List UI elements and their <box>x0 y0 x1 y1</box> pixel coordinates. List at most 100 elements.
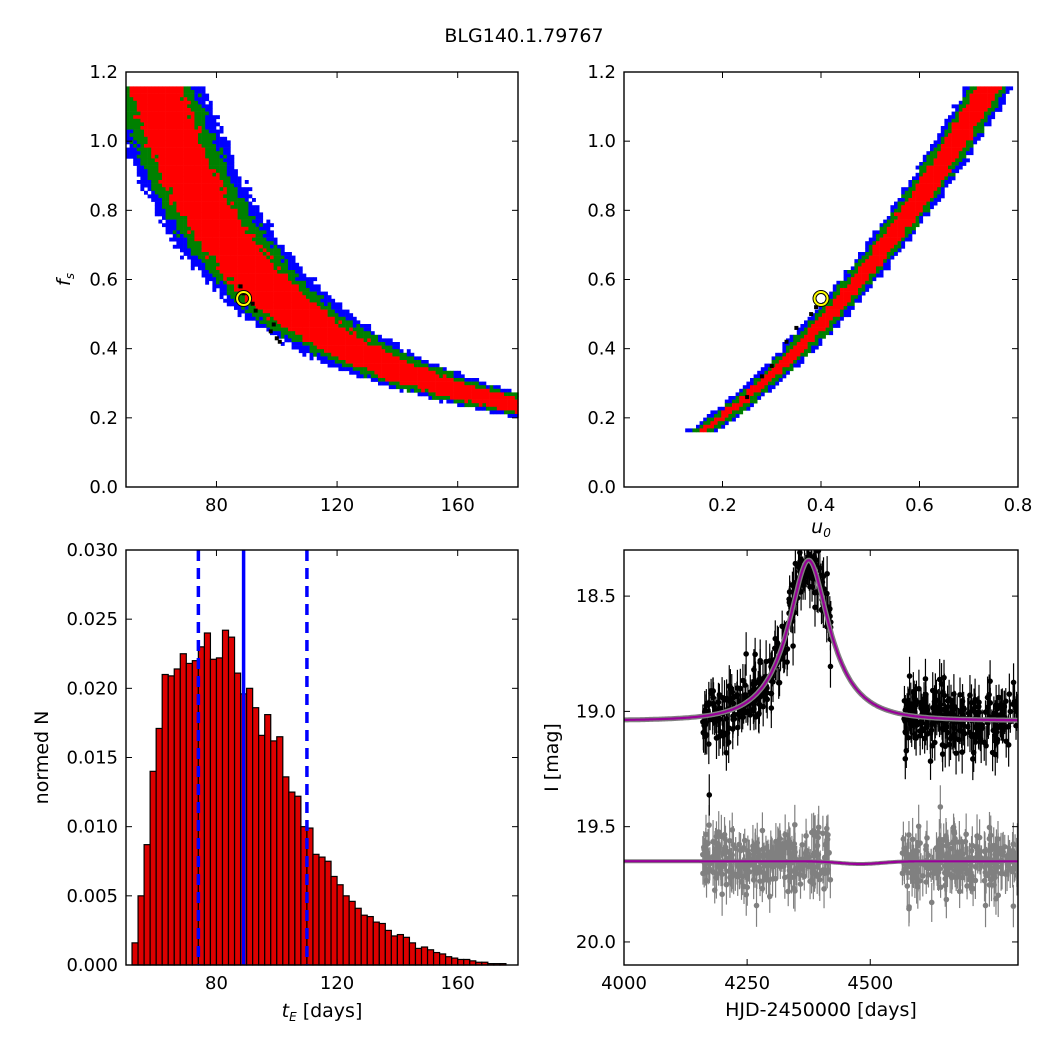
density-cell <box>266 273 271 278</box>
density-cell <box>183 158 188 163</box>
density-cell <box>879 270 884 274</box>
density-cell <box>757 388 762 393</box>
density-cell <box>133 115 138 120</box>
density-cell <box>280 316 285 321</box>
histogram-bar <box>445 956 453 966</box>
density-cell <box>334 342 339 346</box>
density-cell <box>944 136 949 141</box>
density-cell <box>172 198 177 202</box>
residual-point <box>760 851 767 858</box>
density-cell <box>194 198 199 202</box>
density-cell <box>252 262 256 267</box>
density-cell <box>262 266 267 271</box>
density-cell <box>374 349 379 354</box>
density-cell <box>367 324 372 328</box>
density-cell <box>980 126 985 130</box>
density-cell <box>858 284 862 289</box>
density-cell <box>205 104 210 109</box>
density-cell <box>208 216 213 220</box>
density-cell <box>793 342 798 346</box>
histogram-bar <box>414 947 423 966</box>
density-cell <box>345 356 350 361</box>
density-cell <box>219 162 224 166</box>
density-cell <box>724 414 729 418</box>
density-cell <box>205 190 210 195</box>
density-cell <box>223 262 228 267</box>
density-cell <box>840 291 844 296</box>
density-cell <box>169 212 174 217</box>
density-cell <box>904 187 909 192</box>
density-cell <box>280 291 285 296</box>
density-cell <box>987 90 992 94</box>
density-cell <box>948 172 952 177</box>
density-cell <box>180 198 184 202</box>
density-cell <box>212 187 217 192</box>
density-cell <box>284 280 289 285</box>
density-cell <box>208 241 213 246</box>
density-cell <box>338 334 343 339</box>
density-cell <box>205 126 210 130</box>
density-cell <box>136 126 141 130</box>
density-cell <box>944 183 949 188</box>
density-cell <box>724 406 729 411</box>
density-cell <box>273 331 278 336</box>
x-axis-label-sub: E <box>289 1010 297 1024</box>
density-cell <box>194 93 199 98</box>
density-cell <box>962 118 967 123</box>
density-cell <box>732 414 736 418</box>
density-cell <box>273 327 278 332</box>
density-cell <box>169 129 174 134</box>
density-cell <box>937 147 942 152</box>
density-cell <box>327 352 332 357</box>
density-cell <box>901 205 906 210</box>
density-cell <box>158 158 163 163</box>
histogram-bar <box>131 942 139 966</box>
density-cell <box>277 306 282 310</box>
density-cell <box>439 378 444 382</box>
density-cell <box>392 370 397 375</box>
density-cell <box>259 237 264 242</box>
density-cell <box>890 237 895 242</box>
density-cell <box>940 169 945 174</box>
density-cell <box>212 180 217 184</box>
density-cell <box>259 306 264 310</box>
density-cell <box>241 223 246 228</box>
density-cell <box>714 424 718 429</box>
density-cell <box>216 129 220 134</box>
density-cell <box>255 237 260 242</box>
density-cell <box>140 122 145 127</box>
density-cell <box>248 306 253 310</box>
density-cell <box>223 147 228 152</box>
density-cell <box>392 345 397 350</box>
density-cell <box>151 169 156 174</box>
histogram-bar <box>439 953 447 966</box>
density-cell <box>255 226 260 231</box>
histogram-bar <box>276 736 284 966</box>
density-cell <box>825 320 830 325</box>
density-cell <box>205 259 210 264</box>
density-cell <box>349 320 354 325</box>
density-cell <box>284 313 289 318</box>
density-cell <box>951 154 956 159</box>
density-cell <box>793 360 798 364</box>
density-cell <box>187 201 192 206</box>
density-cell <box>154 122 159 127</box>
density-cell <box>255 298 260 303</box>
density-cell <box>338 356 343 361</box>
density-cell <box>230 180 235 184</box>
density-cell <box>187 115 192 120</box>
density-cell <box>897 237 902 242</box>
density-cell <box>735 396 740 400</box>
density-cell <box>385 356 390 361</box>
density-cell <box>248 302 253 307</box>
density-cell <box>349 363 354 368</box>
density-cell <box>489 388 494 393</box>
density-cell <box>187 234 192 238</box>
density-cell <box>428 370 433 375</box>
residual-point <box>741 837 748 844</box>
density-cell <box>237 252 242 256</box>
density-cell <box>180 226 184 231</box>
density-cell <box>176 144 181 148</box>
density-cell <box>230 280 235 285</box>
density-cell <box>922 194 927 199</box>
